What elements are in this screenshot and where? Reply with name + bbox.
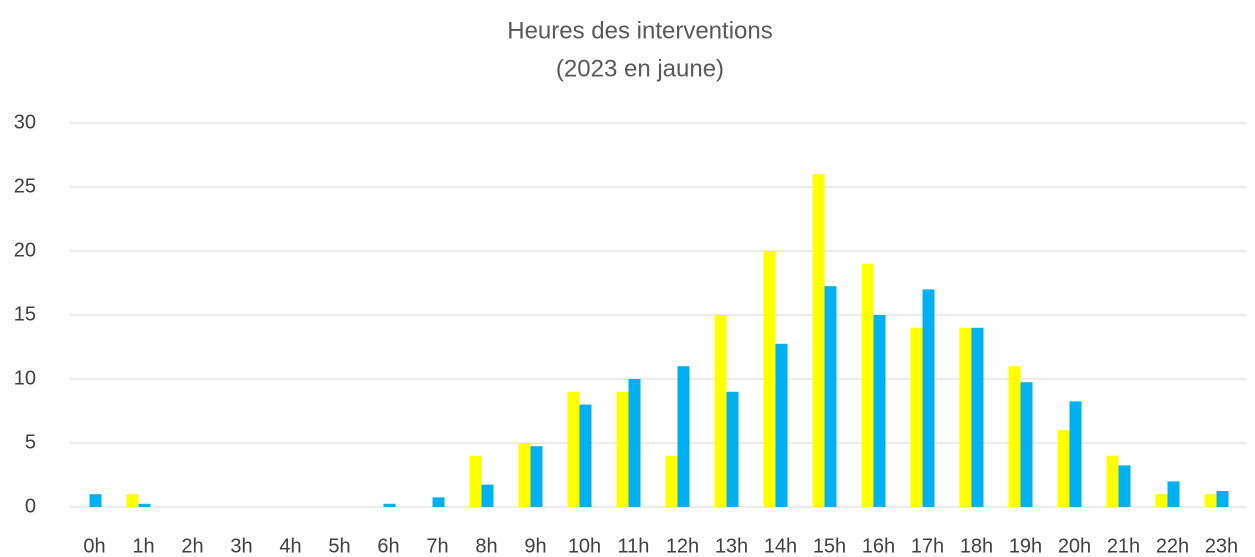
x-tick-label: 12h <box>666 535 699 557</box>
bar <box>579 404 592 507</box>
y-tick-label: 15 <box>14 303 36 325</box>
bar <box>1069 401 1082 507</box>
x-tick-label: 0h <box>83 535 105 557</box>
bar <box>873 315 886 507</box>
x-tick-label: 16h <box>862 535 895 557</box>
bar <box>432 497 445 507</box>
x-tick-label: 20h <box>1058 535 1091 557</box>
bar <box>616 391 629 507</box>
bar <box>677 366 690 507</box>
y-tick-label: 30 <box>14 111 36 133</box>
bar <box>518 443 531 507</box>
x-tick-label: 17h <box>911 535 944 557</box>
bar <box>763 251 776 507</box>
x-tick-label: 13h <box>715 535 748 557</box>
x-tick-label: 14h <box>764 535 797 557</box>
y-tick-label: 0 <box>25 495 36 517</box>
x-tick-label: 5h <box>328 535 350 557</box>
y-tick-label: 25 <box>14 175 36 197</box>
bar <box>959 327 972 507</box>
y-tick-label: 10 <box>14 367 36 389</box>
bar <box>481 484 494 507</box>
bar <box>910 327 923 507</box>
x-tick-label: 18h <box>960 535 993 557</box>
bar <box>1106 455 1119 507</box>
x-tick-label: 1h <box>132 535 154 557</box>
bar <box>775 343 788 507</box>
bar <box>824 286 837 507</box>
x-tick-label: 21h <box>1107 535 1140 557</box>
y-tick-label: 20 <box>14 239 36 261</box>
bar <box>567 391 580 507</box>
x-tick-label: 6h <box>377 535 399 557</box>
x-tick-label: 4h <box>279 535 301 557</box>
x-tick-label: 11h <box>618 535 650 557</box>
bar <box>469 455 482 507</box>
x-tick-label: 19h <box>1009 535 1042 557</box>
bar <box>922 289 935 507</box>
x-tick-label: 2h <box>181 535 203 557</box>
x-tick-label: 23h <box>1205 535 1238 557</box>
x-tick-label: 10h <box>568 535 601 557</box>
bar <box>861 263 874 507</box>
bar <box>1057 430 1070 507</box>
x-tick-label: 7h <box>426 535 448 557</box>
x-tick-label: 15h <box>813 535 846 557</box>
chart-subtitle: (2023 en jaune) <box>556 55 724 82</box>
bar <box>138 503 151 507</box>
y-tick-label: 5 <box>25 431 36 453</box>
bar <box>89 494 102 507</box>
x-tick-label: 3h <box>230 535 252 557</box>
x-tick-label: 22h <box>1156 535 1189 557</box>
bar <box>714 315 727 507</box>
bar <box>1216 491 1229 507</box>
bar <box>665 455 678 507</box>
bar <box>971 327 984 507</box>
chart-title: Heures des interventions <box>507 17 772 44</box>
bar <box>1204 494 1217 507</box>
bar <box>726 391 739 507</box>
bar <box>1118 465 1131 507</box>
bar <box>812 174 825 507</box>
bar <box>1008 366 1021 507</box>
bar <box>628 379 641 507</box>
bar <box>1155 494 1168 507</box>
bar <box>1020 382 1033 507</box>
x-tick-label: 8h <box>475 535 497 557</box>
bar <box>383 503 396 507</box>
bar <box>530 446 543 507</box>
bar <box>126 494 139 507</box>
x-tick-label: 9h <box>524 535 546 557</box>
bar <box>1167 481 1180 507</box>
